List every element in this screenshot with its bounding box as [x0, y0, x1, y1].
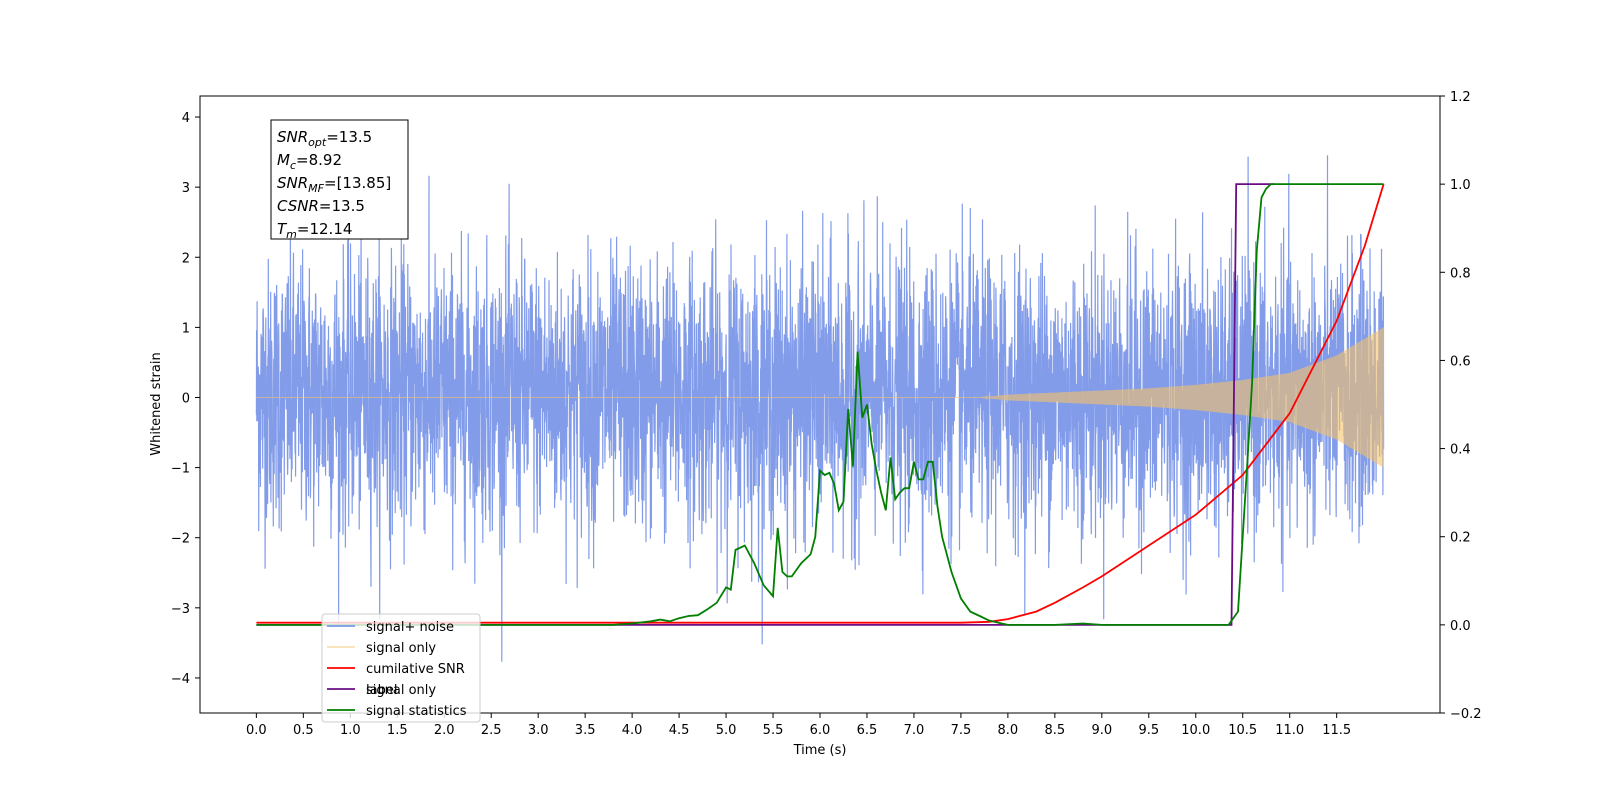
x-tick-label: 8.0: [998, 723, 1019, 738]
series-line-signal-only: [256, 327, 1385, 468]
y-tick-label: −2: [171, 532, 190, 547]
x-tick-label: 5.0: [716, 723, 737, 738]
x-axis-label: Time (s): [793, 743, 847, 758]
y-tick-label: 1: [182, 321, 190, 336]
y-tick-label-right: −0.2: [1450, 707, 1482, 722]
y-tick-label-right: 0.2: [1450, 531, 1471, 546]
stats-line: Mc=8.92: [277, 151, 342, 172]
y-tick-label-right: 0.8: [1450, 266, 1471, 281]
x-tick-label: 1.5: [387, 723, 408, 738]
legend-ghost-text: signal only: [366, 683, 436, 698]
y-tick-label: 3: [182, 181, 190, 196]
stats-box-frame: [270, 119, 409, 240]
series-line-label: [256, 183, 1274, 626]
y-tick-label-right: 0.6: [1450, 354, 1471, 369]
y-tick-label-right: 0.0: [1450, 619, 1471, 634]
legend-entry: signal+ noise: [366, 620, 454, 635]
x-tick-label: 3.0: [528, 723, 549, 738]
x-tick-label: 0.0: [246, 723, 267, 738]
stats-line: Tm=12.14: [277, 220, 352, 241]
x-tick-label: 5.5: [763, 723, 784, 738]
y-tick-label-right: 0.4: [1450, 443, 1471, 458]
y-tick-label: 4: [182, 111, 190, 126]
x-tick-label: 11.5: [1322, 723, 1351, 738]
stats-line: SNRMF=[13.85]: [277, 174, 391, 195]
series-line-signal-statistics: [256, 183, 1384, 626]
y-tick-label: 2: [182, 251, 190, 266]
legend-entry: label: [366, 683, 397, 698]
x-tick-label: 2.0: [434, 723, 455, 738]
y-tick-label: −4: [171, 672, 190, 687]
x-tick-label: 6.5: [857, 723, 878, 738]
y-tick-label: −1: [171, 462, 190, 477]
x-tick-label: 4.5: [669, 723, 690, 738]
x-tick-label: 7.5: [951, 723, 972, 738]
legend-entry: signal statistics: [366, 704, 467, 719]
x-tick-label: 8.5: [1045, 723, 1066, 738]
series-line-cumilative-snr: [256, 183, 1385, 624]
x-tick-label: 10.5: [1228, 723, 1257, 738]
y-tick-label-right: 1.0: [1450, 178, 1471, 193]
x-tick-label: 6.0: [810, 723, 831, 738]
stats-line: SNRopt=13.5: [277, 128, 372, 149]
y-axis-label: Whitened strain: [149, 352, 164, 455]
stats-line: CSNR=13.5: [277, 197, 365, 215]
legend-entry: cumilative SNR: [366, 662, 465, 677]
legend: signal only signal+ noise signal only cumil…: [321, 613, 481, 723]
y-tick-label-right: 1.2: [1450, 90, 1471, 105]
y-tick-label: −3: [171, 602, 190, 617]
legend-entry: signal only: [366, 641, 436, 656]
legend-frame: [321, 613, 481, 723]
x-tick-label: 0.5: [293, 723, 314, 738]
x-tick-label: 9.0: [1091, 723, 1112, 738]
x-tick-label: 9.5: [1138, 723, 1159, 738]
x-tick-label: 10.0: [1181, 723, 1210, 738]
x-tick-label: 2.5: [481, 723, 502, 738]
x-tick-label: 1.0: [340, 723, 361, 738]
x-tick-label: 3.5: [575, 723, 596, 738]
x-tick-label: 7.0: [904, 723, 925, 738]
series-line-signal-noise: [255, 155, 1385, 662]
y-tick-label: 0: [182, 391, 190, 406]
x-tick-label: 11.0: [1275, 723, 1304, 738]
x-tick-label: 4.0: [622, 723, 643, 738]
